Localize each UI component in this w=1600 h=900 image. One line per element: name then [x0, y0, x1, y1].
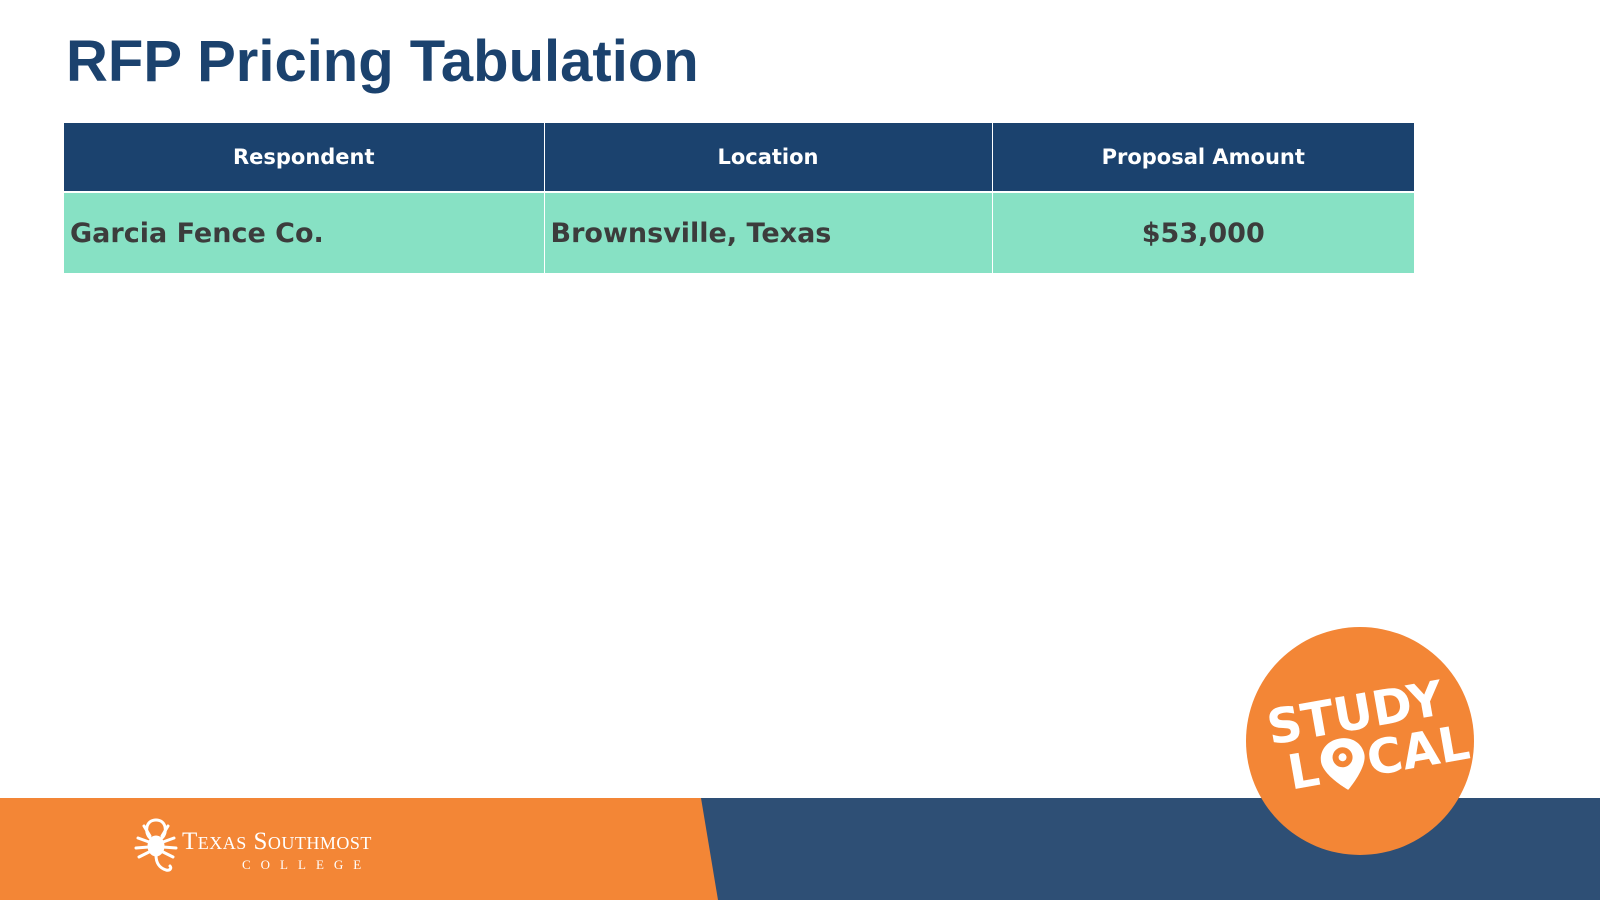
location-pin-icon	[1320, 738, 1365, 790]
cell-proposal-amount: $53,000	[992, 192, 1414, 273]
pricing-table: Respondent Location Proposal Amount Garc…	[64, 123, 1414, 273]
cell-respondent: Garcia Fence Co.	[64, 192, 545, 273]
page-title: RFP Pricing Tabulation	[66, 29, 699, 94]
column-header-proposal-amount: Proposal Amount	[992, 123, 1414, 193]
college-logo: Texas Southmost COLLEGE	[130, 812, 430, 882]
column-header-respondent: Respondent	[64, 123, 545, 193]
scorpion-icon	[134, 818, 178, 872]
logo-wordmark: Texas Southmost	[182, 828, 372, 855]
table-header-row: Respondent Location Proposal Amount	[64, 123, 1414, 193]
badge-line-2-start: L	[1284, 741, 1324, 801]
table-row: Garcia Fence Co. Brownsville, Texas $53,…	[64, 192, 1414, 273]
column-header-location: Location	[544, 123, 993, 193]
cell-location: Brownsville, Texas	[544, 192, 993, 273]
logo-subtitle: COLLEGE	[242, 857, 372, 872]
footer-band-orange	[0, 798, 718, 900]
study-local-badge: STUDY L CAL	[1246, 627, 1474, 855]
